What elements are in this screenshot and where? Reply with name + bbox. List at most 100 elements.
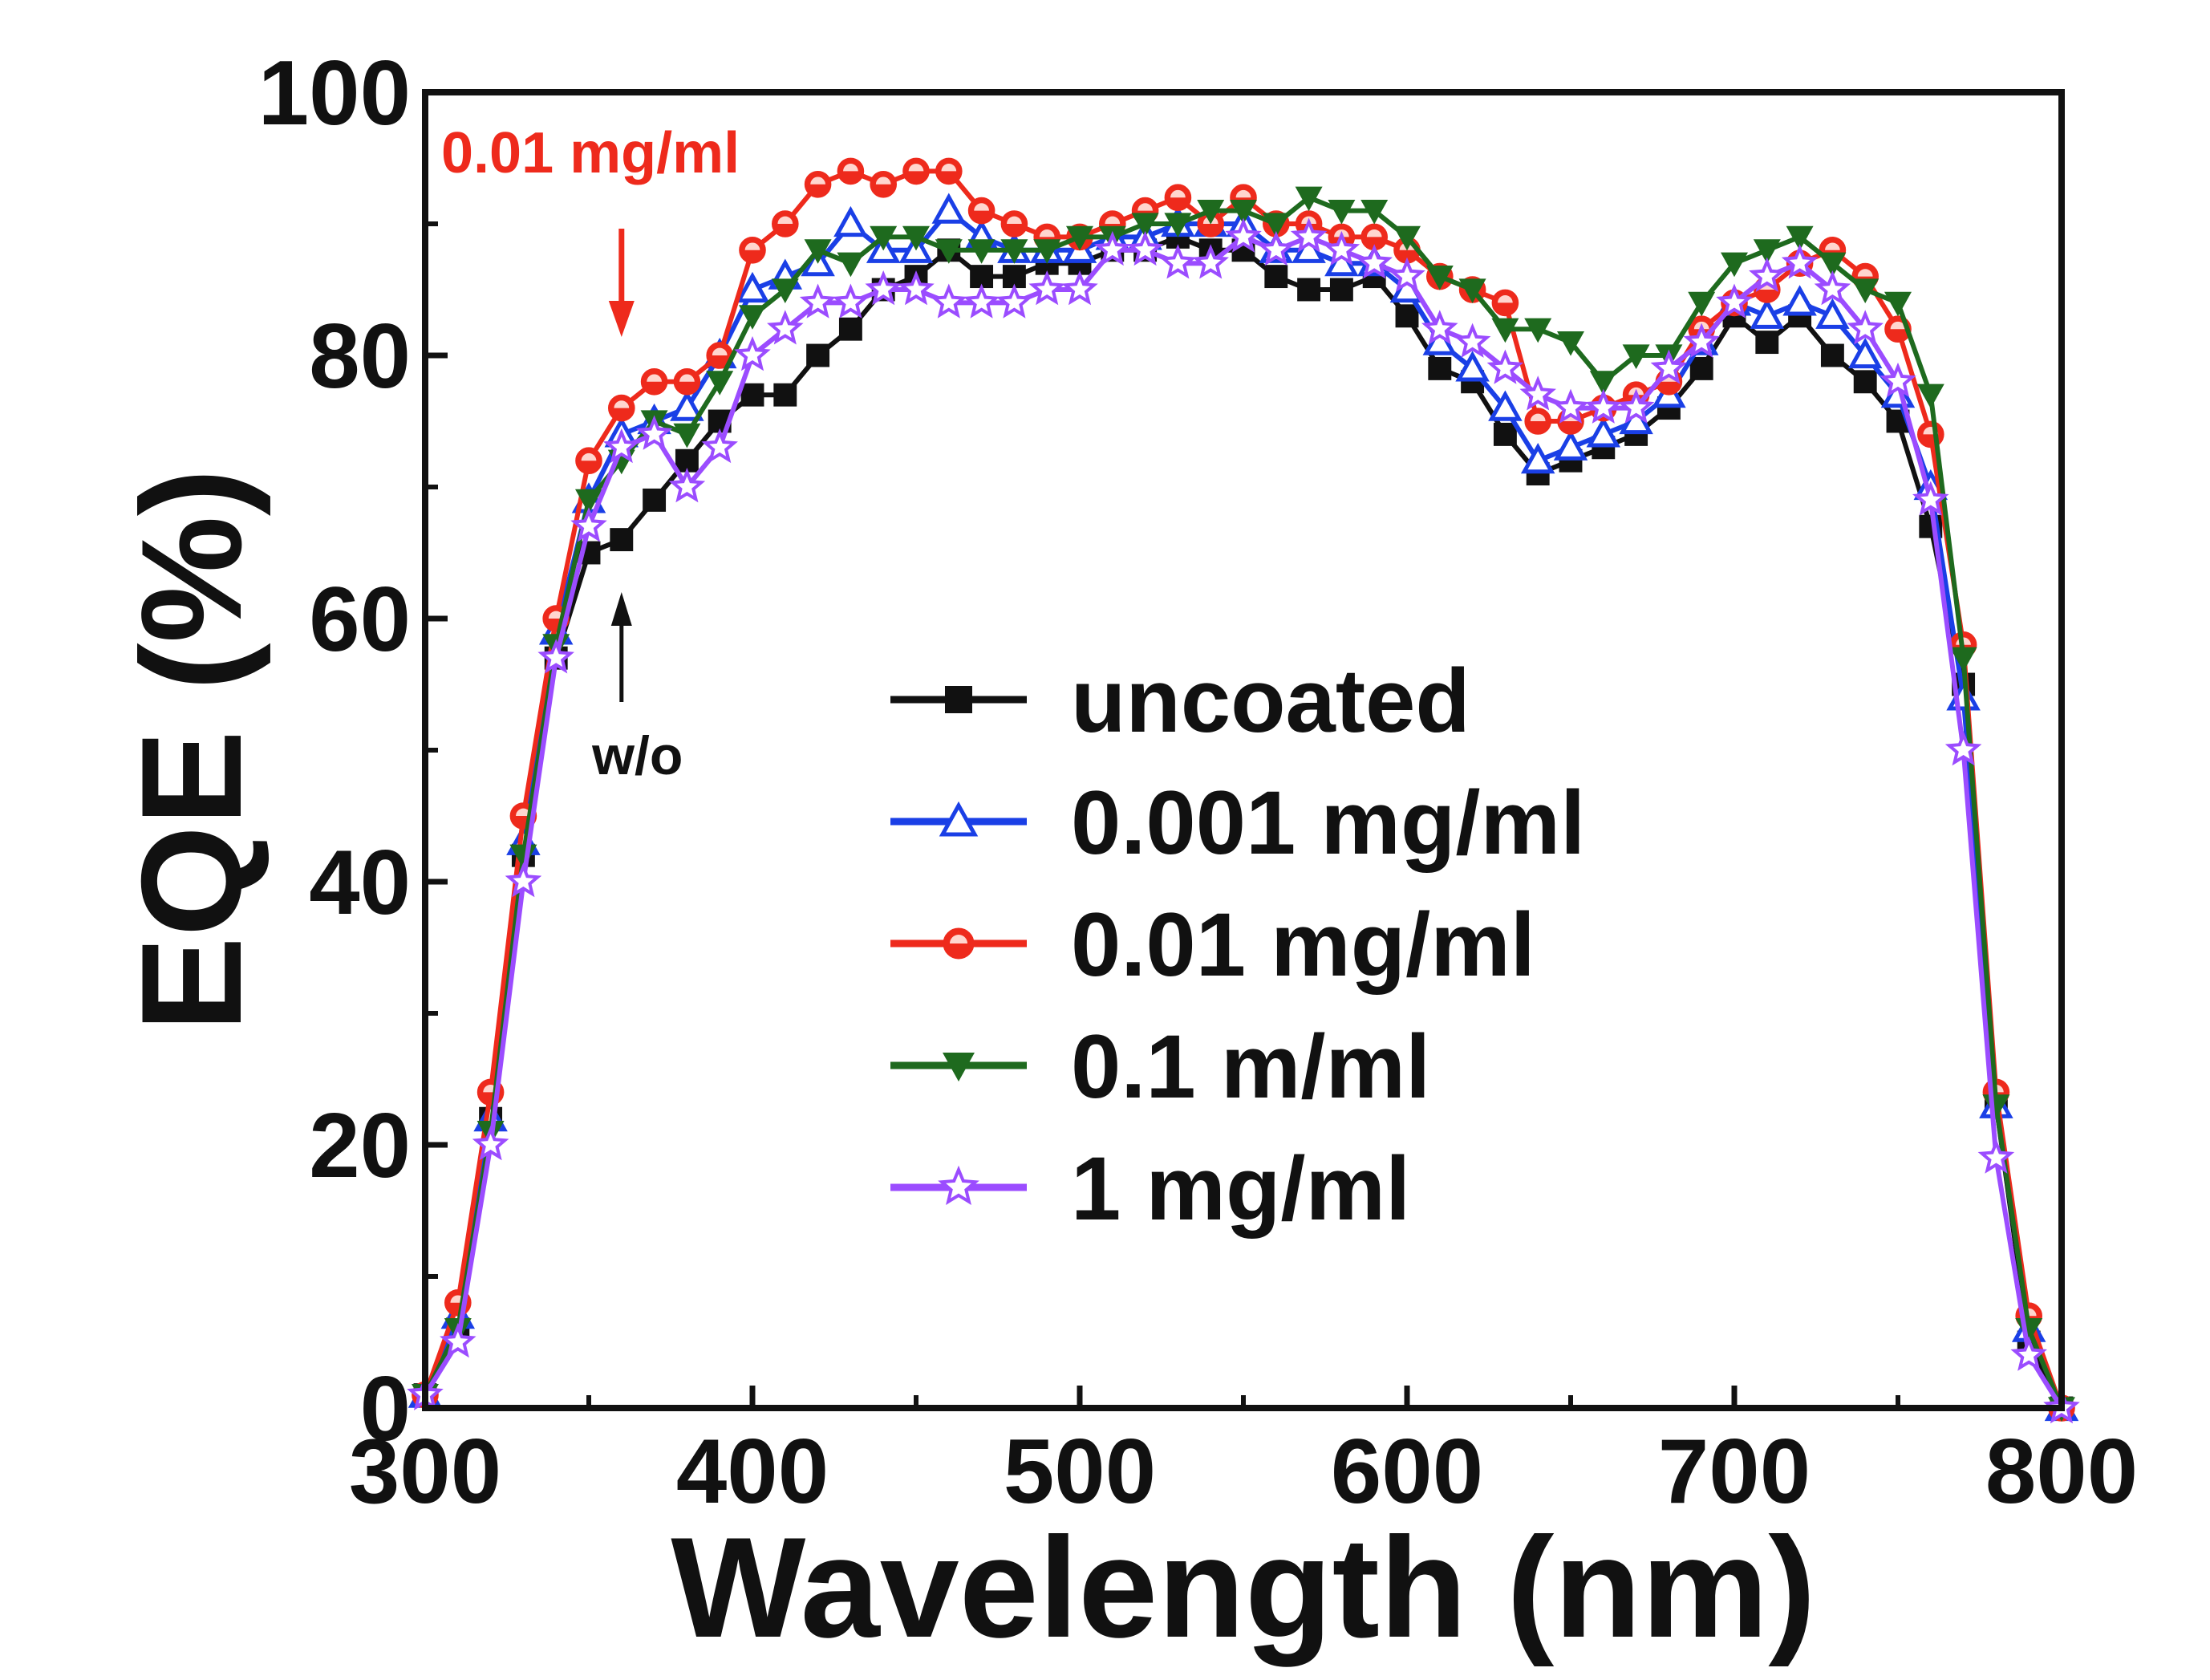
marker-highlight <box>843 164 858 172</box>
data-point <box>1847 337 1883 369</box>
data-point <box>1880 362 1916 398</box>
data-point <box>931 283 967 319</box>
marker-highlight <box>777 216 793 224</box>
data-point <box>668 468 706 503</box>
data-point <box>967 239 996 264</box>
data-point <box>1488 390 1523 421</box>
annotations: 0.01 mg/ml w/o <box>441 121 740 786</box>
series-1-mg-ml <box>407 217 2080 1424</box>
data-point <box>1389 257 1425 292</box>
data-point <box>1264 265 1288 289</box>
y-tick-label: 60 <box>309 569 411 671</box>
data-point <box>1455 351 1490 382</box>
x-tick-label: 600 <box>1331 1421 1483 1523</box>
data-point <box>1230 200 1257 225</box>
data-point <box>2010 1336 2047 1371</box>
data-point <box>701 428 738 464</box>
data-point <box>902 225 930 251</box>
data-point <box>1329 278 1353 302</box>
y-tick-label: 0 <box>360 1358 411 1460</box>
data-point <box>1815 298 1850 329</box>
data-point <box>1425 266 1454 290</box>
data-point <box>1491 289 1519 317</box>
data-point <box>996 283 1033 319</box>
marker-highlight <box>1105 216 1121 224</box>
data-point <box>1520 443 1555 474</box>
legend-marker <box>943 1053 975 1081</box>
data-point <box>1297 278 1321 302</box>
data-point <box>1094 230 1131 266</box>
data-point <box>833 205 868 237</box>
legend-marker <box>945 686 972 713</box>
data-point <box>1421 310 1458 345</box>
data-point <box>1197 200 1225 225</box>
data-point <box>440 1323 476 1358</box>
x-tick-label: 300 <box>349 1421 501 1523</box>
data-point <box>963 283 1000 319</box>
legend-marker <box>938 1165 979 1206</box>
data-point <box>1716 283 1753 319</box>
data-point <box>1753 239 1781 264</box>
data-point <box>1586 416 1621 448</box>
marker-highlight <box>1498 295 1513 303</box>
data-point <box>1395 304 1419 328</box>
x-tick-label: 400 <box>676 1421 829 1523</box>
annotation-label-wo: w/o <box>591 725 683 786</box>
legend-entry: 0.1 m/ml <box>890 1017 1430 1117</box>
y-tick-label: 40 <box>309 832 411 934</box>
data-point <box>1749 257 1786 292</box>
data-point <box>1192 244 1229 279</box>
annotation-arrowhead-down <box>608 301 635 337</box>
data-point <box>931 193 967 224</box>
marker-highlight <box>516 808 531 816</box>
data-point <box>1126 230 1164 266</box>
legend-label: 0.001 mg/ml <box>1071 773 1585 873</box>
data-point <box>1028 270 1065 306</box>
data-point <box>673 423 701 448</box>
marker-highlight <box>1366 229 1382 237</box>
data-point <box>1781 244 1819 279</box>
data-point <box>1519 375 1556 411</box>
marker-highlight <box>548 611 564 619</box>
data-point <box>1688 291 1716 317</box>
marker-highlight <box>950 935 967 943</box>
data-point <box>603 428 640 464</box>
data-point <box>898 270 935 306</box>
legend-label: uncoated <box>1071 651 1470 751</box>
marker-highlight <box>647 374 662 382</box>
data-point <box>1589 371 1617 396</box>
data-point <box>1557 331 1584 356</box>
data-point <box>870 225 898 251</box>
data-point <box>1262 213 1290 237</box>
data-point <box>472 1126 509 1161</box>
data-point <box>1755 331 1779 355</box>
data-point <box>1552 388 1589 424</box>
data-point <box>1683 323 1720 358</box>
data-point <box>1650 349 1688 384</box>
legend-entry: 0.01 mg/ml <box>890 895 1535 995</box>
data-point <box>806 343 830 367</box>
data-point <box>1164 213 1192 237</box>
data-point <box>1328 200 1356 225</box>
data-point <box>1159 244 1197 279</box>
data-point <box>1225 217 1262 253</box>
data-point <box>771 278 799 303</box>
marker-highlight <box>1235 189 1251 198</box>
x-tick-label: 800 <box>1985 1421 2138 1523</box>
data-point <box>767 310 804 345</box>
data-point <box>1295 186 1323 212</box>
marker-highlight <box>1825 242 1840 250</box>
data-point <box>1393 225 1421 251</box>
data-point <box>832 283 870 319</box>
data-point <box>1553 429 1588 461</box>
marker-highlight <box>1890 321 1906 330</box>
data-point <box>837 252 865 278</box>
data-point <box>739 305 766 330</box>
data-point <box>1356 244 1393 279</box>
data-point <box>1622 344 1650 369</box>
legend-entry: uncoated <box>890 651 1470 751</box>
data-point <box>1944 731 1982 766</box>
data-point <box>1061 270 1098 306</box>
data-point <box>1912 481 1949 516</box>
marker-highlight <box>1530 413 1546 421</box>
